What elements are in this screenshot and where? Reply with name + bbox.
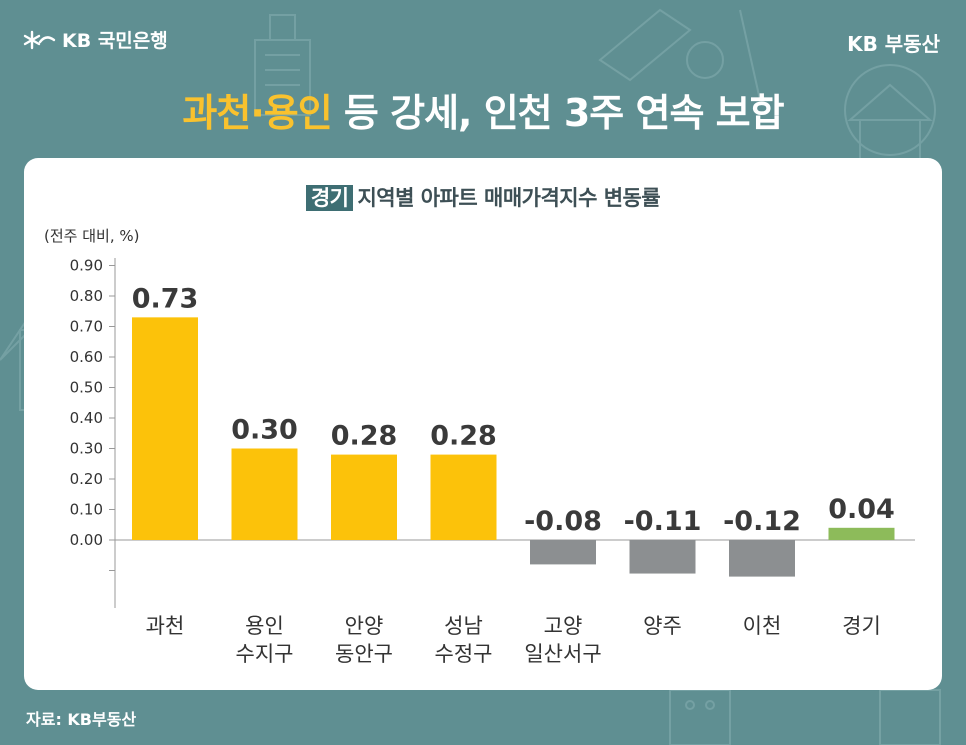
- bar-value-label: -0.12: [723, 506, 801, 537]
- kb-bank-logo: KB 국민은행: [22, 26, 168, 53]
- x-category-label: 성남: [444, 614, 483, 638]
- kb-star-icon: [23, 30, 56, 49]
- x-category-label: 양주: [643, 614, 682, 638]
- x-category-label: 경기: [842, 614, 881, 638]
- source-note: 자료: KB부동산: [26, 710, 137, 729]
- title-rest: 등 강세, 인천 3주 연속 보합: [331, 91, 785, 135]
- x-category-label: 동안구: [335, 642, 393, 666]
- bar-value-label: 0.28: [331, 421, 398, 452]
- bar: [430, 454, 497, 540]
- bar-value-label: 0.04: [828, 494, 895, 525]
- service-logo: KB 부동산: [847, 32, 940, 56]
- bar: [828, 527, 895, 540]
- bar: [132, 317, 198, 540]
- bar: [231, 448, 298, 540]
- bar-value-label: -0.08: [524, 506, 602, 537]
- page-title: 과천·용인 등 강세, 인천 3주 연속 보합: [0, 82, 966, 137]
- bar: [331, 454, 397, 540]
- bar-value-label: 0.28: [430, 421, 497, 452]
- x-category-label: 용인: [245, 614, 284, 638]
- bar-value-label: 0.30: [231, 415, 298, 446]
- bank-name: KB 국민은행: [62, 30, 168, 52]
- bar-value-label: 0.73: [132, 283, 199, 314]
- unit-label: (전주 대비, %): [44, 227, 140, 245]
- y-tick-label: 0.40: [70, 409, 103, 427]
- bar: [530, 540, 596, 565]
- bar: [629, 540, 696, 574]
- y-tick-label: 0.10: [70, 501, 103, 519]
- x-category-label: 이천: [743, 614, 782, 638]
- y-tick-label: 0.00: [70, 531, 103, 549]
- x-category-label: 고양: [544, 614, 583, 638]
- bar-value-label: -0.11: [624, 506, 702, 537]
- subtitle-text: 지역별 아파트 매매가격지수 변동률: [357, 186, 661, 210]
- y-tick-label: 0.90: [70, 257, 103, 275]
- y-tick-label: 0.70: [70, 318, 103, 336]
- chart-subtitle: 경기 지역별 아파트 매매가격지수 변동률: [0, 182, 966, 212]
- y-tick-label: 0.60: [70, 348, 103, 366]
- x-category-label: 수정구: [435, 642, 493, 666]
- x-category-label: 안양: [345, 614, 384, 638]
- x-category-label: 일산서구: [524, 642, 601, 666]
- x-category-label: 수지구: [236, 642, 294, 666]
- bar: [729, 540, 795, 577]
- title-highlight: 과천·용인: [182, 91, 332, 135]
- y-tick-label: 0.50: [70, 379, 103, 397]
- y-tick-label: 0.80: [70, 287, 103, 305]
- region-tag: 경기: [305, 185, 354, 211]
- x-category-label: 과천: [146, 614, 185, 638]
- y-tick-label: 0.20: [70, 470, 103, 488]
- y-tick-label: 0.30: [70, 440, 103, 458]
